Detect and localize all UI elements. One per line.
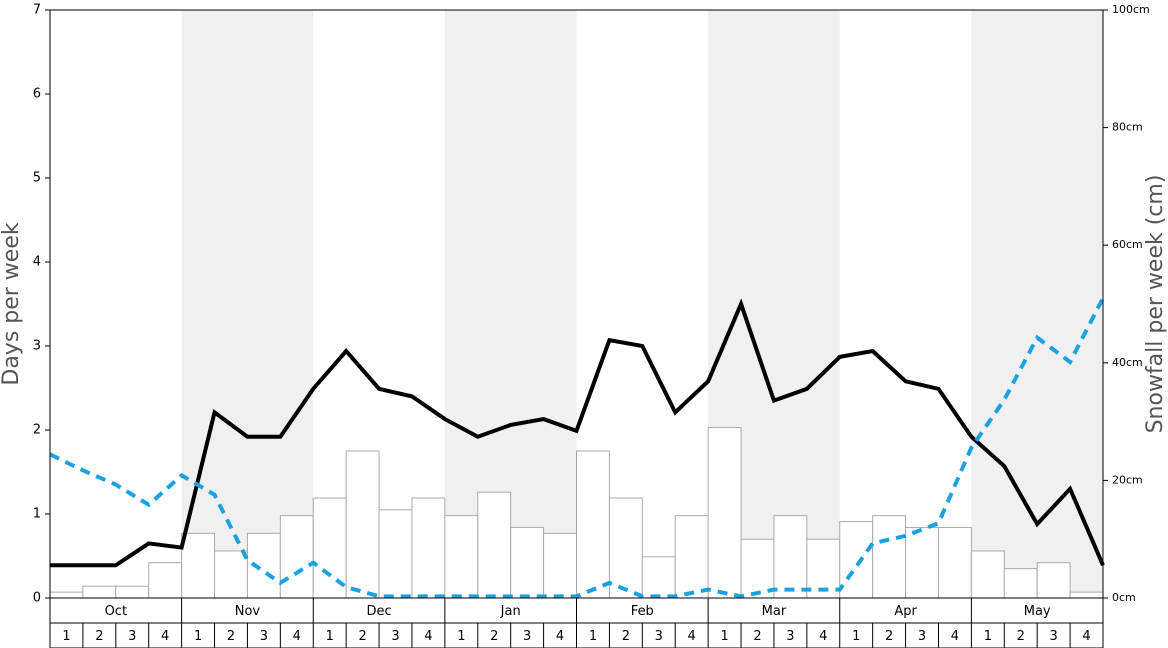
month-label: Nov	[235, 604, 261, 619]
week-label: 2	[1017, 629, 1025, 644]
week-label: 2	[490, 629, 498, 644]
snowfall-bar	[214, 550, 248, 599]
week-label: 1	[589, 629, 597, 644]
week-label: 4	[161, 629, 169, 644]
snowfall-bar	[970, 550, 1005, 599]
snowfall-bar	[1003, 568, 1038, 599]
month-label: Feb	[631, 604, 654, 619]
week-label: 2	[227, 629, 235, 644]
month-band	[971, 10, 1103, 598]
week-label: 4	[556, 629, 564, 644]
y-tick-label: 7	[33, 3, 41, 18]
snowfall-bar	[378, 509, 413, 599]
month-label: Mar	[762, 604, 787, 619]
snowfall-bar	[707, 426, 742, 599]
snowfall-bar	[937, 526, 972, 599]
week-label: 2	[753, 629, 761, 644]
week-label: 4	[951, 629, 959, 644]
week-label: 3	[260, 629, 268, 644]
snowfall-bar	[49, 591, 84, 599]
snowfall-bar	[82, 585, 117, 599]
snowfall-bar	[543, 532, 577, 599]
week-label: 2	[885, 629, 893, 644]
snowfall-bar	[411, 497, 446, 599]
plot-frame	[49, 9, 1104, 648]
snowfall-bar	[674, 515, 709, 599]
snowfall-bar	[773, 515, 808, 599]
y2-tick-label: 100cm	[1112, 3, 1150, 16]
week-label: 3	[523, 629, 531, 644]
month-label: Apr	[894, 604, 917, 619]
week-label: 2	[622, 629, 630, 644]
days-line	[49, 297, 1105, 599]
y2-tick-label: 80cm	[1112, 121, 1143, 134]
background	[181, 10, 1103, 598]
week-label: 3	[391, 629, 399, 644]
week-label: 4	[293, 629, 301, 644]
week-label: 1	[62, 629, 70, 644]
y2-tick-label: 40cm	[1112, 356, 1143, 369]
week-label: 1	[326, 629, 334, 644]
days-line	[50, 298, 1105, 568]
snowfall-bar	[839, 521, 874, 599]
week-label: 3	[786, 629, 794, 644]
snowfall-bar	[608, 497, 643, 599]
week-label: 3	[128, 629, 136, 644]
snowfall-bar	[477, 491, 512, 599]
week-label: 1	[194, 629, 202, 644]
snowfall-bar	[181, 532, 216, 599]
week-label: 4	[1082, 629, 1090, 644]
week-label: 2	[95, 629, 103, 644]
snowfall-bar	[345, 450, 380, 599]
y-tick-label: 4	[33, 255, 41, 270]
snowfall-bar	[148, 562, 183, 599]
week-label: 3	[918, 629, 926, 644]
snowfall-bar	[1036, 562, 1071, 599]
month-band	[181, 10, 314, 598]
snowfall-bar	[872, 515, 907, 599]
snowfall-bar	[740, 538, 775, 599]
week-label: 1	[720, 629, 728, 644]
y2-tick-label: 0cm	[1112, 591, 1136, 604]
month-label: May	[1024, 604, 1051, 619]
week-label: 1	[457, 629, 465, 644]
snowfall-bar	[115, 585, 150, 599]
snowfall-bar	[279, 515, 314, 599]
week-label: 4	[424, 629, 432, 644]
snowfall-bar	[905, 526, 939, 599]
y-tick-label: 1	[33, 507, 41, 522]
y2-tick-label: 60cm	[1112, 238, 1143, 251]
week-label: 1	[852, 629, 860, 644]
snowfall-bar	[444, 515, 479, 599]
month-label: Dec	[366, 604, 391, 619]
y2-tick-label: 20cm	[1112, 473, 1143, 486]
snowfall-bar	[641, 556, 676, 599]
y-tick-label: 2	[33, 423, 41, 438]
week-label: 4	[819, 629, 827, 644]
week-label: 2	[358, 629, 366, 644]
y2-axis-label: Snowfall per week (cm)	[1143, 175, 1168, 434]
snowfall-bar	[576, 450, 610, 599]
month-label: Oct	[105, 604, 127, 619]
week-label: 3	[1050, 629, 1058, 644]
month-label: Jan	[500, 604, 521, 619]
y-tick-label: 6	[33, 87, 41, 102]
week-label: 3	[655, 629, 663, 644]
week-label: 1	[984, 629, 992, 644]
week-label: 4	[688, 629, 696, 644]
y-tick-label: 5	[33, 171, 41, 186]
y-tick-label: 0	[33, 591, 41, 606]
snowfall-bar	[510, 526, 545, 599]
y-axis-label: Days per week	[0, 222, 24, 385]
snowfall-bar	[1069, 591, 1104, 599]
y-tick-label: 3	[33, 339, 41, 354]
